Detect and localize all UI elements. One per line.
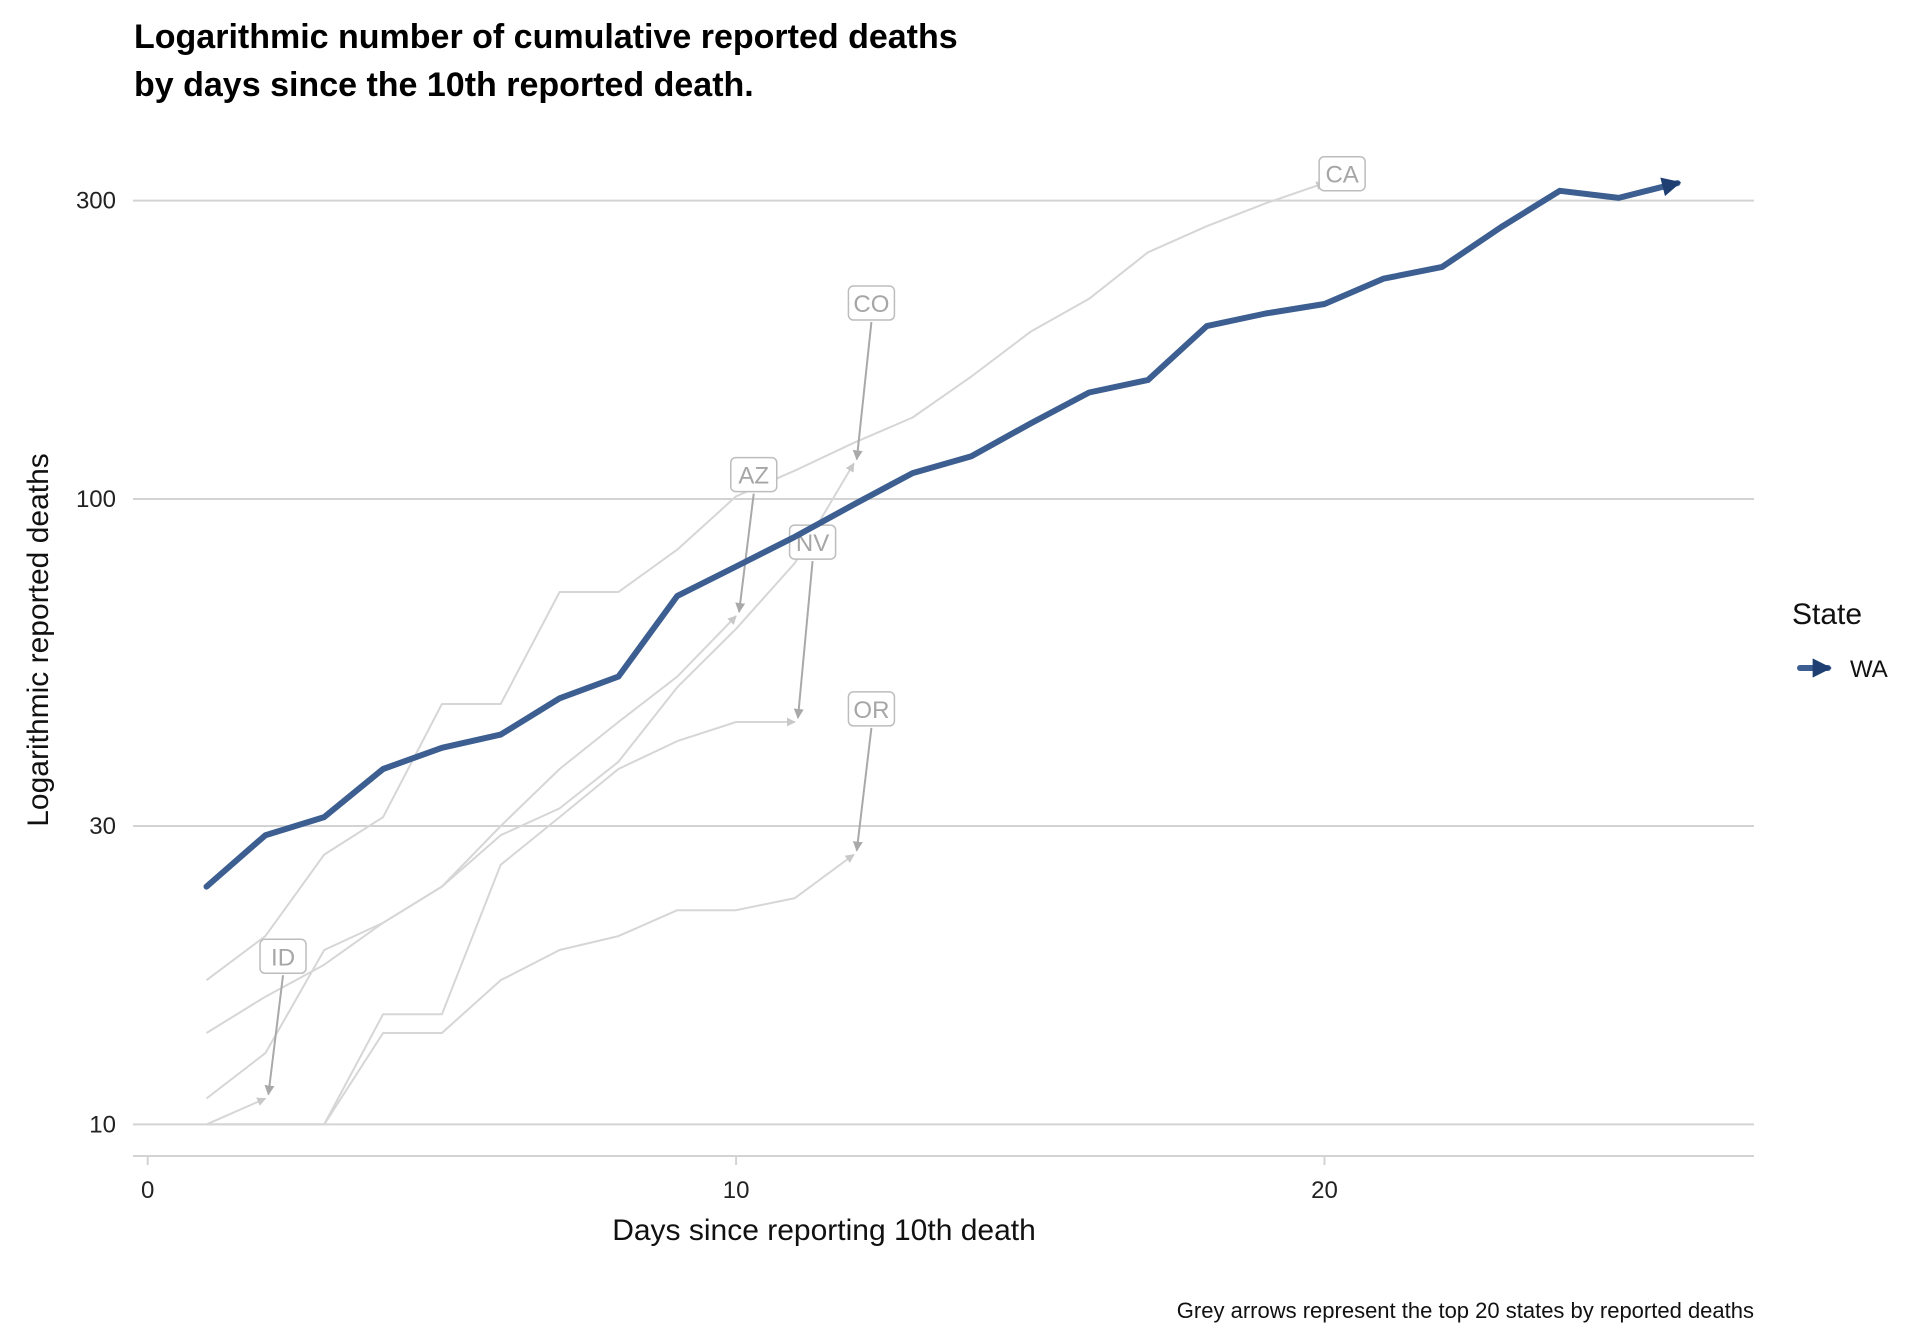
label-pointer-id [264, 975, 285, 1096]
x-axis-ticks: 0 10 20 [141, 1156, 1338, 1204]
label-pointer-or [852, 727, 873, 852]
series-line-or [206, 853, 855, 1126]
series-line-co [205, 462, 855, 1100]
state-label-box-az [729, 456, 778, 493]
label-pointer-az [735, 493, 755, 613]
y-tick-label-30: 30 [89, 813, 116, 840]
chart-title-line-1: Logarithmic number of cumulative reporte… [134, 18, 958, 56]
legend: State WA [1792, 598, 1888, 683]
series-line-az [205, 615, 737, 1034]
x-axis-title: Days since reporting 10th death [612, 1214, 1036, 1247]
series-line-nv [206, 717, 796, 1126]
state-label-id: ID [271, 944, 295, 971]
state-label-box-ca [1318, 155, 1366, 192]
background-series-group [205, 181, 1326, 1126]
legend-title: State [1792, 598, 1862, 631]
state-label-box-co [847, 285, 896, 321]
x-tick-label-0: 0 [141, 1177, 154, 1204]
y-axis-ticks: 10 30 100 300 [76, 188, 116, 1139]
series-line-wa [203, 177, 1682, 890]
series-line-ca [205, 181, 1326, 982]
state-label-or: OR [853, 697, 889, 724]
label-pointer-co [852, 321, 873, 461]
state-label-co: CO [853, 291, 889, 318]
y-gridlines [133, 199, 1754, 1126]
chart-title-line-2: by days since the 10th reported death. [134, 66, 754, 104]
y-tick-label-300: 300 [76, 188, 116, 215]
label-pointer-nv [793, 561, 814, 719]
y-tick-label-100: 100 [76, 486, 116, 513]
state-label-ca: CA [1325, 162, 1358, 189]
state-label-az: AZ [738, 463, 769, 490]
highlight-series-group [203, 177, 1682, 890]
y-axis-title: Logarithmic reported deaths [22, 453, 55, 827]
state-label-box-or [847, 691, 896, 727]
x-tick-label-20: 20 [1311, 1177, 1338, 1204]
label-pointer-group [264, 321, 873, 1096]
legend-label-wa: WA [1850, 656, 1888, 683]
series-line-id [206, 1097, 267, 1126]
state-label-box-id [259, 938, 307, 975]
y-tick-label-10: 10 [89, 1111, 116, 1138]
chart-caption: Grey arrows represent the top 20 states … [1177, 1298, 1754, 1323]
x-tick-label-10: 10 [723, 1177, 750, 1204]
